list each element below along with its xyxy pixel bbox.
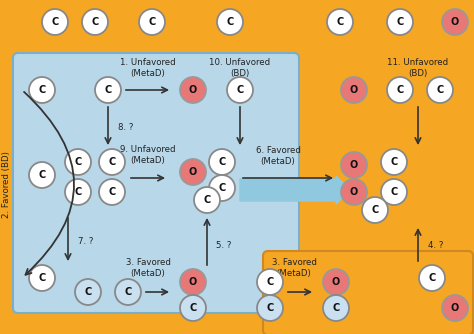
Text: C: C bbox=[51, 17, 59, 27]
Circle shape bbox=[29, 265, 55, 291]
Circle shape bbox=[442, 295, 468, 321]
Circle shape bbox=[323, 269, 349, 295]
Text: 3. Favored
(MetaD): 3. Favored (MetaD) bbox=[126, 258, 171, 278]
Text: 10. Unfavored
(BD): 10. Unfavored (BD) bbox=[210, 58, 271, 78]
Text: C: C bbox=[219, 183, 226, 193]
Text: C: C bbox=[391, 187, 398, 197]
Circle shape bbox=[227, 77, 253, 103]
Circle shape bbox=[387, 77, 413, 103]
Text: O: O bbox=[189, 85, 197, 95]
Text: C: C bbox=[124, 287, 132, 297]
Text: 9. Unfavored
(MetaD): 9. Unfavored (MetaD) bbox=[120, 145, 176, 165]
Text: O: O bbox=[350, 187, 358, 197]
Circle shape bbox=[180, 269, 206, 295]
Text: 5. ?: 5. ? bbox=[216, 240, 231, 249]
Text: C: C bbox=[104, 85, 111, 95]
Text: C: C bbox=[203, 195, 210, 205]
Text: O: O bbox=[451, 303, 459, 313]
Text: C: C bbox=[237, 85, 244, 95]
Text: C: C bbox=[219, 157, 226, 167]
Text: C: C bbox=[396, 85, 404, 95]
Circle shape bbox=[29, 162, 55, 188]
Circle shape bbox=[115, 279, 141, 305]
Text: C: C bbox=[190, 303, 197, 313]
Text: C: C bbox=[84, 287, 91, 297]
FancyArrow shape bbox=[240, 176, 350, 204]
Circle shape bbox=[42, 9, 68, 35]
Circle shape bbox=[180, 159, 206, 185]
Text: 11. Unfavored
(BD): 11. Unfavored (BD) bbox=[387, 58, 448, 78]
Circle shape bbox=[387, 9, 413, 35]
Circle shape bbox=[65, 149, 91, 175]
Text: C: C bbox=[227, 17, 234, 27]
Text: C: C bbox=[38, 85, 46, 95]
Circle shape bbox=[341, 152, 367, 178]
Text: 8. ?: 8. ? bbox=[118, 124, 133, 133]
Circle shape bbox=[442, 9, 468, 35]
Text: O: O bbox=[332, 277, 340, 287]
Text: C: C bbox=[437, 85, 444, 95]
Circle shape bbox=[257, 295, 283, 321]
Text: C: C bbox=[332, 303, 340, 313]
Text: O: O bbox=[189, 277, 197, 287]
Circle shape bbox=[327, 9, 353, 35]
Circle shape bbox=[139, 9, 165, 35]
Circle shape bbox=[217, 9, 243, 35]
Text: C: C bbox=[391, 157, 398, 167]
FancyArrowPatch shape bbox=[24, 92, 74, 275]
Text: C: C bbox=[109, 157, 116, 167]
Circle shape bbox=[194, 187, 220, 213]
Text: O: O bbox=[350, 160, 358, 170]
Circle shape bbox=[341, 179, 367, 205]
Circle shape bbox=[99, 179, 125, 205]
Circle shape bbox=[381, 149, 407, 175]
FancyBboxPatch shape bbox=[13, 53, 299, 313]
Text: 4. ?: 4. ? bbox=[428, 240, 443, 249]
Text: C: C bbox=[428, 273, 436, 283]
Text: C: C bbox=[148, 17, 155, 27]
Circle shape bbox=[419, 265, 445, 291]
Circle shape bbox=[323, 295, 349, 321]
Circle shape bbox=[209, 175, 235, 201]
Text: C: C bbox=[74, 187, 82, 197]
Text: C: C bbox=[38, 170, 46, 180]
Text: 6. Favored
(MetaD): 6. Favored (MetaD) bbox=[255, 146, 301, 166]
Text: O: O bbox=[189, 167, 197, 177]
FancyBboxPatch shape bbox=[263, 251, 473, 334]
Circle shape bbox=[381, 179, 407, 205]
Circle shape bbox=[29, 77, 55, 103]
Circle shape bbox=[180, 295, 206, 321]
Text: C: C bbox=[371, 205, 379, 215]
Circle shape bbox=[209, 149, 235, 175]
Text: 7. ?: 7. ? bbox=[78, 237, 93, 246]
Text: C: C bbox=[396, 17, 404, 27]
Text: C: C bbox=[109, 187, 116, 197]
Text: C: C bbox=[337, 17, 344, 27]
Circle shape bbox=[82, 9, 108, 35]
Circle shape bbox=[95, 77, 121, 103]
Text: C: C bbox=[74, 157, 82, 167]
Circle shape bbox=[362, 197, 388, 223]
Text: C: C bbox=[38, 273, 46, 283]
Circle shape bbox=[75, 279, 101, 305]
Text: 3. Favored
(MetaD): 3. Favored (MetaD) bbox=[272, 258, 317, 278]
Text: O: O bbox=[451, 17, 459, 27]
Circle shape bbox=[99, 149, 125, 175]
Text: 1. Unfavored
(MetaD): 1. Unfavored (MetaD) bbox=[120, 58, 176, 78]
Text: C: C bbox=[266, 277, 273, 287]
Circle shape bbox=[180, 77, 206, 103]
Text: C: C bbox=[91, 17, 99, 27]
Text: O: O bbox=[350, 85, 358, 95]
Circle shape bbox=[341, 77, 367, 103]
Text: C: C bbox=[266, 303, 273, 313]
Circle shape bbox=[65, 179, 91, 205]
Circle shape bbox=[427, 77, 453, 103]
Circle shape bbox=[257, 269, 283, 295]
Text: 2. Favored (BD): 2. Favored (BD) bbox=[2, 152, 11, 218]
